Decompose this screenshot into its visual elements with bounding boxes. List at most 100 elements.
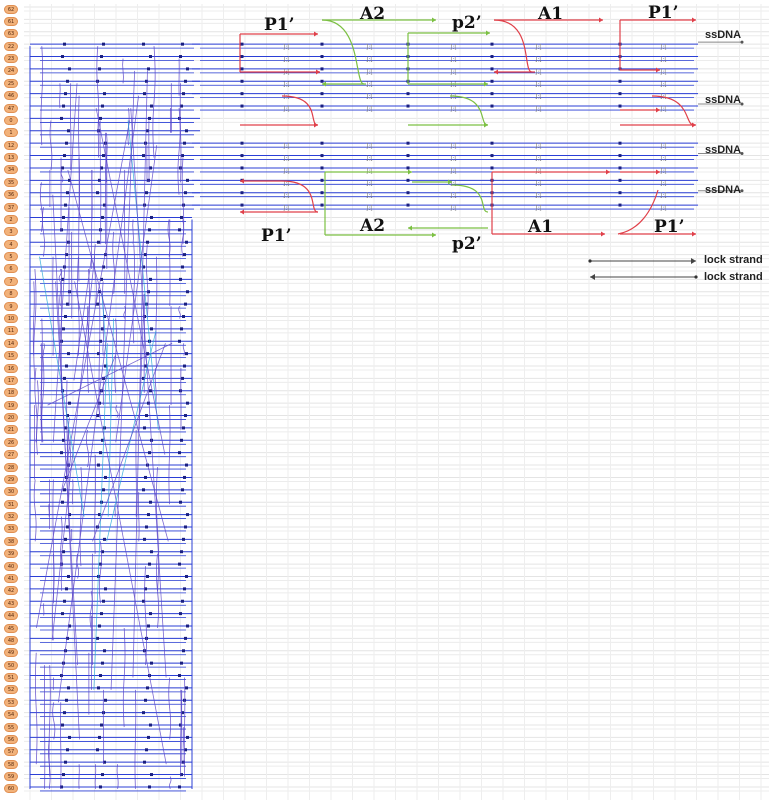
strand-end-marker: [406, 154, 410, 158]
strand-end-marker: [147, 513, 150, 517]
nick-glyph: ]:[: [450, 168, 457, 175]
strand-end-marker: [182, 649, 185, 653]
helix-number-badge: 10: [4, 314, 18, 323]
strand-end-marker: [64, 203, 67, 207]
strand-end-marker: [146, 352, 149, 356]
crossover-link: [144, 566, 147, 666]
top-label-p1b: P1’: [648, 3, 679, 23]
crossover-link: [156, 467, 159, 591]
strand-end-marker: [406, 104, 410, 108]
nick-glyph: ]:[: [660, 81, 667, 88]
strand-end-marker: [61, 55, 64, 59]
nick-glyph: ]:[: [450, 180, 457, 187]
crossover-link: [155, 256, 158, 369]
strand-end-marker: [147, 178, 150, 182]
long-crossover: [138, 293, 145, 430]
strand-end-marker: [65, 364, 68, 368]
strand-end-marker: [61, 500, 64, 504]
strand-end-marker: [149, 500, 152, 504]
strand-end-marker: [180, 550, 183, 554]
strand-end-marker: [149, 612, 152, 616]
domain-crossover-curve: [451, 184, 489, 213]
domain-arrowhead: [484, 81, 488, 87]
nick-glyph: ]:[: [450, 205, 457, 212]
strand-end-marker: [182, 760, 185, 764]
strand-end-marker: [142, 154, 145, 158]
strand-end-marker: [96, 302, 99, 306]
strand-end-marker: [178, 339, 181, 343]
strand-end-marker: [320, 67, 324, 71]
crossover-link: [76, 553, 79, 579]
strand-end-marker: [182, 92, 185, 96]
strand-end-marker: [68, 624, 71, 628]
crossover-link: [94, 454, 97, 554]
long-crossover: [47, 342, 173, 406]
crossover-link: [98, 541, 102, 604]
helix-number-badge: 16: [4, 363, 18, 373]
strand-end-marker: [101, 773, 104, 777]
strand-end-marker: [66, 191, 69, 195]
strand-end-marker: [145, 414, 148, 418]
strand-end-marker: [99, 785, 102, 789]
helix-number-badge: 1: [4, 128, 18, 138]
strand-end-marker: [148, 562, 151, 566]
strand-end-marker: [103, 315, 106, 318]
nick-glyph: ]:[: [283, 57, 290, 64]
nick-glyph: ]:[: [660, 168, 667, 175]
strand-end-marker: [144, 698, 147, 702]
crossover-link: [122, 627, 126, 728]
strand-end-marker: [144, 587, 147, 591]
strand-end-marker: [186, 178, 189, 182]
strand-end-marker: [618, 104, 622, 108]
crossover-link: [67, 429, 70, 505]
crossover-link: [66, 380, 68, 480]
strand-end-marker: [99, 116, 102, 120]
helix-number-badge: 26: [4, 437, 18, 447]
strand-end-marker: [186, 735, 189, 739]
domain-crossover-curve: [617, 189, 659, 235]
scaffold-bundle: [29, 42, 200, 792]
nick-glyph: ]:[: [535, 81, 542, 88]
strand-end-marker: [182, 537, 185, 541]
strand-end-marker: [101, 327, 104, 331]
strand-end-marker: [406, 92, 410, 96]
extended-helices: ]:[]:[]:[]:[]:[]:[]:[]:[]:[]:[]:[]:[]:[]…: [192, 40, 744, 212]
strand-end-marker: [142, 599, 145, 603]
strand-end-marker: [67, 240, 70, 244]
helix-number-badge: 49: [4, 648, 18, 658]
helix-number-badge: 45: [4, 623, 18, 633]
top-label-a1: A1: [538, 4, 564, 24]
strand-end-marker: [178, 451, 181, 455]
strand-end-marker: [184, 748, 187, 752]
strand-end-marker: [180, 327, 183, 331]
helix-number-badge: 38: [4, 536, 18, 546]
long-crossover: [130, 108, 167, 678]
strand-end-marker: [184, 414, 187, 418]
strand-end-marker: [63, 376, 66, 380]
strand-end-marker: [147, 401, 150, 405]
strand-end-marker: [142, 711, 145, 715]
crossover-link: [77, 256, 80, 356]
crossover-link: [59, 281, 62, 307]
crossover-link: [89, 590, 93, 629]
helix-number-badge: 47: [4, 103, 18, 113]
top-label-p2: p2’: [452, 13, 482, 33]
helix-number-badge: 58: [4, 759, 18, 769]
helix-number-badge: 22: [4, 41, 18, 51]
strand-end-marker: [68, 178, 71, 182]
strand-end-marker: [184, 191, 187, 195]
crossover-link: [145, 244, 149, 319]
strand-end-marker: [99, 562, 102, 566]
long-crossover: [101, 293, 112, 418]
long-crossover: [61, 355, 116, 492]
strand-end-marker: [65, 698, 68, 702]
crossover-link: [52, 702, 56, 740]
strand-end-marker: [185, 352, 188, 356]
strand-end-marker: [142, 265, 145, 269]
strand-end-marker: [63, 154, 66, 158]
strand-end-marker: [181, 154, 184, 158]
strand-end-marker: [99, 674, 102, 678]
strand-end-marker: [66, 414, 69, 418]
long-crossover: [92, 343, 166, 542]
strand-end-marker: [178, 228, 181, 232]
